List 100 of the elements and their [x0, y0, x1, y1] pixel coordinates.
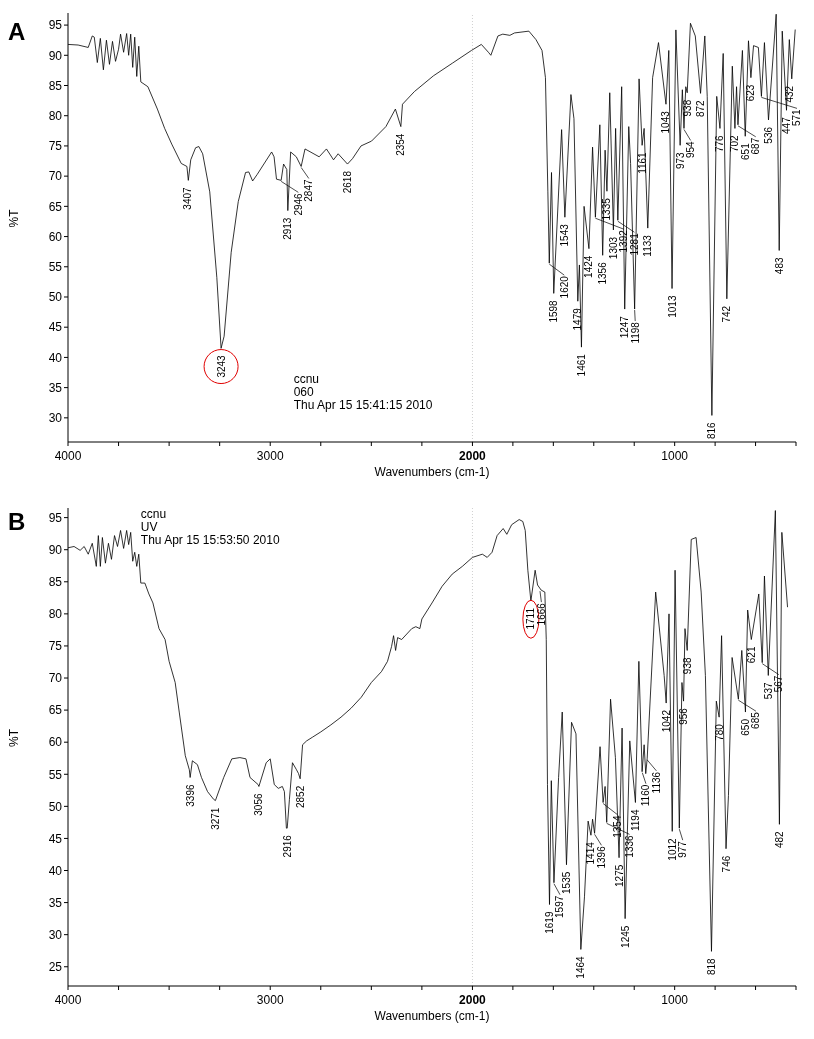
annotation: 1194	[629, 809, 641, 832]
annotation: 776	[714, 134, 726, 153]
annotation: 818	[705, 957, 717, 976]
annotation: 954	[685, 140, 697, 159]
y-tick-label: 70	[48, 671, 63, 686]
annotation: 2354	[395, 133, 407, 156]
y-tick-label: 25	[48, 960, 63, 975]
annotation: 973	[674, 151, 686, 170]
annotation: 1335	[601, 197, 613, 221]
annotation: 1247	[619, 315, 631, 339]
annotation: 623	[745, 84, 757, 102]
annotation: 1535	[560, 871, 572, 894]
chart-title: A	[8, 18, 26, 46]
y-tick-label: 50	[48, 799, 63, 814]
annotation: 621	[745, 646, 757, 664]
annotation: 938	[681, 657, 693, 675]
annotation: 1464	[575, 955, 587, 979]
annotation: 1012	[666, 837, 678, 861]
y-tick-label: 45	[48, 320, 63, 335]
y-tick-label: 60	[48, 229, 63, 244]
annotation: 2946	[292, 192, 304, 216]
annotation: 1354	[611, 815, 623, 838]
annotation: 1303	[607, 236, 619, 260]
y-tick-label: 35	[48, 895, 63, 910]
annotation: 1013	[666, 295, 678, 318]
annotation: 1598	[548, 299, 560, 323]
x-tick-label: 4000	[54, 993, 82, 1007]
y-tick-label: 75	[48, 639, 63, 654]
y-tick-label: 40	[48, 350, 63, 365]
annotation: 816	[706, 421, 718, 440]
annotation: 702	[729, 134, 741, 153]
annotation: 3396	[184, 784, 196, 807]
annotation: 2847	[303, 179, 315, 202]
y-tick-label: 40	[48, 863, 63, 878]
annotation: 1396	[595, 845, 607, 869]
annotation: 1620	[558, 275, 570, 299]
annotation: 1245	[619, 925, 631, 948]
y-tick-label: 85	[48, 78, 63, 93]
y-tick-label: 50	[48, 290, 63, 305]
annotation: 567	[773, 675, 785, 693]
annotation: 742	[721, 305, 733, 323]
annotation: 537	[762, 682, 774, 700]
x-tick-label: 1000	[661, 993, 689, 1007]
annotation: 687	[750, 137, 762, 155]
y-axis-title: %T	[7, 728, 22, 747]
annotation: 1392	[618, 229, 630, 253]
y-tick-label: 95	[48, 18, 63, 33]
x-tick-label: 2000	[459, 449, 487, 463]
annotation: 536	[763, 126, 774, 144]
annotation: 060	[293, 385, 315, 400]
y-tick-label: 35	[48, 380, 63, 395]
annotation: 956	[678, 707, 690, 725]
annotation: 3407	[182, 186, 194, 210]
annotation: ccnu	[293, 372, 321, 387]
y-tick-label: 65	[48, 703, 63, 718]
y-tick-label: 80	[48, 108, 63, 123]
y-tick-label: 70	[48, 169, 63, 184]
y-tick-label: 75	[48, 139, 63, 154]
annotation: 780	[713, 723, 725, 741]
annotation: 746	[720, 855, 732, 873]
annotation: 447	[781, 116, 792, 134]
annotation: 1275	[613, 864, 625, 887]
annotation: 432	[784, 85, 796, 103]
annotation: 1414	[585, 841, 597, 865]
annotation: 2913	[282, 217, 294, 240]
annotation: 685	[750, 711, 762, 729]
annotation: 1424	[583, 255, 595, 278]
y-tick-label: 95	[48, 510, 63, 525]
y-tick-label: 55	[48, 767, 63, 782]
y-tick-label: 30	[48, 411, 63, 426]
annotation: 1597	[554, 895, 566, 918]
y-tick-label: 45	[48, 831, 63, 846]
annotation: 2852	[294, 785, 306, 809]
annotation: 977	[677, 840, 689, 858]
annotation: 1619	[543, 911, 555, 934]
y-tick-label: 60	[48, 735, 63, 750]
annotation: 1461	[575, 353, 587, 377]
annotation: Thu Apr 15 15:53:50 2010	[140, 533, 280, 547]
annotation: 1042	[660, 709, 672, 733]
annotation: 1133	[642, 234, 654, 257]
annotation: 1543	[559, 223, 571, 247]
annotation: 2618	[341, 170, 353, 194]
x-tick-label: 3000	[256, 449, 284, 463]
annotation: 1198	[629, 321, 641, 344]
annotation: UV	[140, 520, 159, 534]
annotation: 1161	[636, 151, 648, 174]
x-axis-title: Wavenumbers (cm-1)	[373, 1009, 491, 1023]
annotation: 1356	[597, 261, 609, 285]
annotation: 1043	[660, 110, 672, 134]
y-tick-label: 65	[48, 199, 63, 214]
annotation: Thu Apr 15 15:41:15 2010	[293, 398, 433, 413]
annotation: 482	[773, 830, 785, 848]
annotation: 1666	[535, 602, 547, 626]
y-tick-label: 90	[48, 48, 63, 63]
x-tick-label: 4000	[54, 449, 82, 463]
y-tick-label: 55	[48, 260, 63, 275]
annotation: 571	[791, 108, 803, 127]
y-tick-label: 30	[48, 927, 63, 942]
annotation: 938	[681, 99, 693, 117]
y-tick-label: 85	[48, 575, 63, 590]
